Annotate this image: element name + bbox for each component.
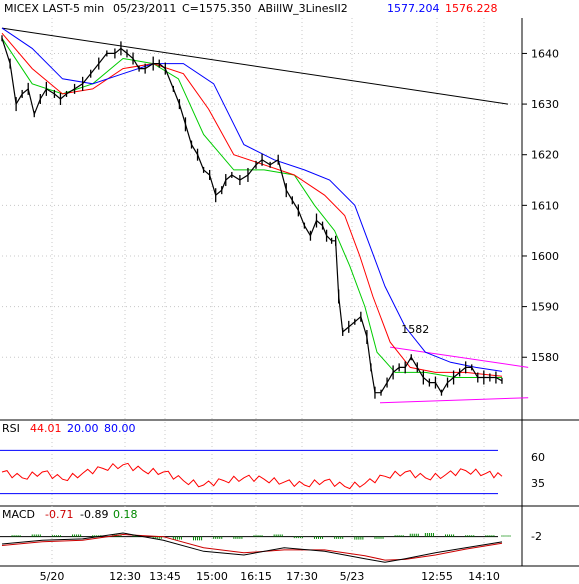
- macd-hist-value: 0.18: [113, 508, 138, 521]
- close-label: C=1575.350: [182, 2, 251, 15]
- ma-line-3: [1, 27, 503, 372]
- x-tick-label: 17:30: [286, 570, 318, 583]
- rsi-title: RSI: [2, 422, 20, 435]
- macd-line: [1, 532, 503, 563]
- price-panel: [1, 27, 529, 404]
- rsi-high-level: 80.00: [104, 422, 136, 435]
- rsi-low-level: 20.00: [67, 422, 99, 435]
- y-tick-label: 1610: [531, 199, 559, 212]
- indicator-value-1: 1577.204: [387, 2, 440, 15]
- axis-ticks: 1640 1630 1620 1610 1600 1590 1580 5/20 12:30 13:…: [40, 47, 559, 583]
- y-tick-label: 1630: [531, 98, 559, 111]
- indicator-value-2: 1576.228: [445, 2, 498, 15]
- x-tick-label: 16:15: [240, 570, 272, 583]
- macd-title: MACD: [2, 508, 35, 521]
- macd-signal-line: [1, 533, 503, 561]
- trendline: [1, 27, 509, 105]
- y-tick-label: 1590: [531, 301, 559, 314]
- y-tick-label: 1600: [531, 250, 559, 263]
- indicator-label: ABillW_3LinesII2: [258, 2, 348, 15]
- macd-panel: [0, 532, 511, 563]
- macd-tick-minus2: -2: [531, 530, 542, 543]
- date-label: 05/23/2011: [113, 2, 176, 15]
- x-tick-label: 15:00: [196, 570, 228, 583]
- x-tick-label: 14:10: [468, 570, 500, 583]
- y-tick-label: 1580: [531, 351, 559, 364]
- price-annotation: 1582: [401, 323, 429, 336]
- x-tick-label: 12:30: [109, 570, 141, 583]
- ma-line-2: [1, 32, 503, 377]
- y-tick-label: 1640: [531, 47, 559, 60]
- x-tick-label: 5/23: [340, 570, 365, 583]
- channel-upper-line: [390, 346, 529, 368]
- rsi-tick-60: 60: [531, 451, 545, 464]
- rsi-panel: [0, 449, 503, 495]
- macd-value: -0.71: [45, 508, 73, 521]
- rsi-value: 44.01: [30, 422, 62, 435]
- x-tick-label: 13:45: [149, 570, 181, 583]
- rsi-tick-35: 35: [531, 477, 545, 490]
- x-tick-label: 5/20: [40, 570, 65, 583]
- channel-lower-line: [379, 397, 529, 404]
- rsi-line: [1, 462, 503, 490]
- symbol-label: MICEX LAST-5 min: [4, 2, 104, 15]
- macd-signal-value: -0.89: [80, 508, 108, 521]
- x-tick-label: 12:55: [421, 570, 453, 583]
- y-tick-label: 1620: [531, 149, 559, 162]
